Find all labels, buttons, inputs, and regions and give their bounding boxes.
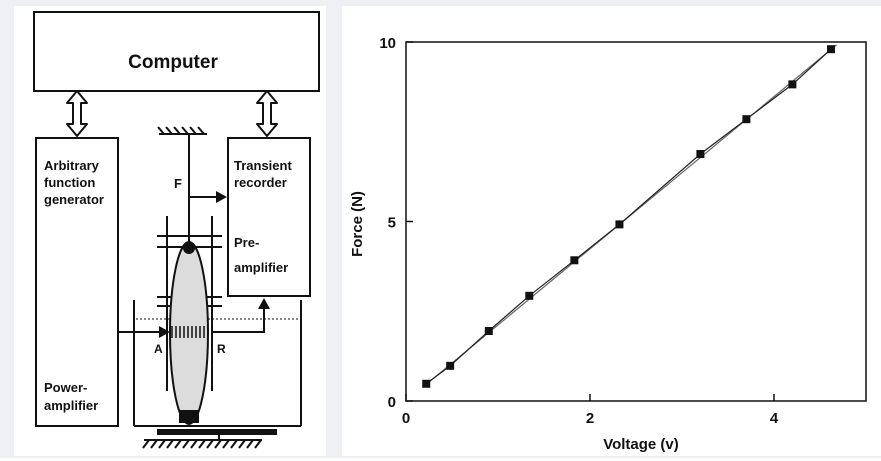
base-clamp: [179, 410, 199, 423]
data-point: [570, 256, 579, 265]
point-r-label: R: [217, 342, 226, 356]
record-arrow-head: [258, 298, 270, 309]
y-tick-label: 10: [379, 35, 396, 52]
force-label: F: [174, 176, 182, 191]
y-tick-label: 0: [388, 394, 396, 411]
data-point: [484, 326, 493, 335]
y-axis-label: Force (N): [349, 191, 366, 257]
x-tick-label: 4: [770, 410, 779, 427]
data-point: [422, 379, 431, 388]
recorder-label-line-1: Transient: [234, 158, 292, 173]
bottom-ground-hatch: [142, 439, 262, 449]
top-ground-hatch: [157, 126, 207, 135]
data-point: [827, 45, 836, 54]
base-plate: [157, 429, 277, 435]
preamp-label-line-1: Pre-: [234, 235, 259, 250]
calibration-chart-panel: 0 5 10 0 2 4 Voltage (v) Force (N): [342, 6, 881, 456]
afg-label-line-2: function: [44, 175, 95, 190]
afg-label-line-1: Arbitrary: [44, 158, 100, 173]
y-axis-ticks: 0 5 10: [379, 35, 413, 411]
computer-box: [33, 11, 320, 92]
electrode-region: [171, 326, 205, 338]
x-tick-label: 0: [402, 410, 410, 427]
force-arrow-head: [216, 191, 227, 203]
power-amp-label-line-1: Power-: [44, 380, 87, 395]
recorder-label-line-2: recorder: [234, 175, 287, 190]
x-tick-label: 2: [586, 410, 594, 427]
computer-label: Computer: [128, 52, 218, 73]
apparatus-diagram: Computer Arbitrary function generator Po…: [33, 11, 320, 449]
afg-label-line-3: generator: [44, 192, 104, 207]
preamp-label-line-2: amplifier: [234, 260, 288, 275]
data-point: [446, 361, 455, 370]
data-point: [615, 220, 624, 229]
point-a-label: A: [154, 342, 163, 356]
fluid-bath: [133, 300, 302, 427]
afg-link-arrow: [66, 90, 88, 137]
data-point: [788, 80, 797, 89]
recorder-link-arrow: [256, 90, 278, 137]
data-point: [696, 150, 705, 159]
x-axis-ticks: 0 2 4: [402, 394, 779, 427]
record-line: [212, 308, 265, 333]
apparatus-diagram-panel: Computer Arbitrary function generator Po…: [14, 6, 326, 456]
afg-box: [35, 137, 119, 427]
force-voltage-chart: 0 5 10 0 2 4 Voltage (v) Force (N): [349, 35, 867, 453]
data-point: [742, 115, 751, 124]
plot-area: [405, 41, 867, 402]
data-point: [525, 291, 534, 300]
recorder-box: [227, 137, 311, 297]
drive-arrow-head: [159, 326, 170, 338]
y-tick-label: 5: [388, 215, 396, 232]
top-hinge: [183, 242, 195, 254]
series-layer: [422, 44, 837, 388]
x-axis-label: Voltage (v): [603, 436, 679, 453]
data-line: [425, 48, 832, 385]
power-amp-label-line-2: amplifier: [44, 398, 98, 413]
